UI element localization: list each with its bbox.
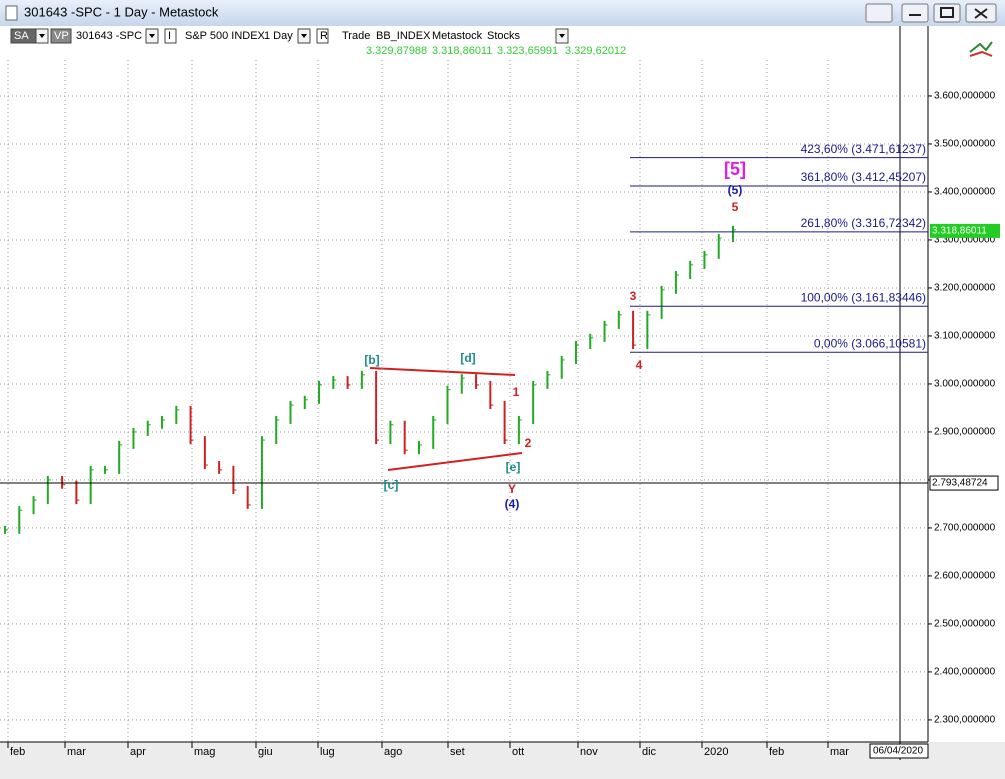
x-tick-label: mag [194, 746, 215, 758]
triangle-lower-line [387, 452, 523, 471]
y-tick-label: 3.100,000000 [934, 331, 996, 342]
y-tick-label: 3.200,000000 [934, 283, 996, 294]
toolbar-text: VP [54, 30, 69, 42]
x-tick-label: lug [320, 746, 335, 758]
wave-label: 2 [525, 436, 532, 450]
chart-icon [969, 41, 993, 53]
x-tick-label: set [450, 746, 465, 758]
toolbar-text: BB_INDEX [376, 30, 431, 42]
triangle-upper-line [369, 367, 516, 376]
dropdown-arrow [301, 34, 307, 38]
x-tick-label: ott [512, 746, 524, 758]
date-label: 06/04/2020 [873, 746, 923, 757]
crosshair-tag [929, 475, 999, 491]
wave-label: [5] [724, 159, 746, 179]
quote-value: 3.323,65991 [497, 45, 558, 57]
y-tick-label: 3.400,000000 [934, 187, 996, 198]
toolbar-button[interactable] [50, 28, 72, 44]
last-price-tag [930, 223, 1000, 238]
toolbar-text: Metastock [432, 30, 483, 42]
status-bar [0, 742, 1005, 779]
y-tick-label: 3.500,000000 [934, 139, 996, 150]
toolbar-text: I [168, 30, 171, 42]
x-tick-label: mar [830, 746, 849, 758]
toolbar-text: R [320, 30, 328, 42]
dropdown-arrow [149, 34, 155, 38]
y-tick-label: 2.900,000000 [934, 427, 996, 438]
wave-label: Y [508, 482, 516, 496]
title-bar [0, 0, 1005, 26]
toolbar-button[interactable] [316, 28, 329, 44]
x-tick-label: 2020 [704, 746, 728, 758]
fib-label: 261,80% (3.316,72342) [801, 216, 926, 230]
maximize-button[interactable] [933, 3, 961, 23]
y-tick-label: 2.500,000000 [934, 619, 996, 630]
fib-label: 100,00% (3.161,83446) [801, 290, 926, 304]
toolbar-text: Trade [342, 30, 370, 42]
x-tick-label: feb [769, 746, 784, 758]
y-tick-label: 2.700,000000 [934, 523, 996, 534]
last-price-label: 3.318,86011 [932, 226, 987, 237]
wave-label: [b] [364, 353, 379, 367]
fib-label: 423,60% (3.471,61237) [801, 142, 926, 156]
x-tick-label: apr [130, 746, 146, 758]
x-tick-label: ago [384, 746, 402, 758]
wave-label: 1 [513, 385, 520, 399]
y-tick-label: 2.600,000000 [934, 571, 996, 582]
wave-label: [e] [506, 460, 521, 474]
x-tick-label: dic [642, 746, 657, 758]
restore-panel-button[interactable] [865, 3, 893, 23]
fib-label: 0,00% (3.066,10581) [814, 336, 926, 350]
y-tick-label: 3.000,000000 [934, 379, 996, 390]
app-icon [5, 5, 18, 21]
quote-value: 3.329,62012 [565, 45, 626, 57]
wave-label: (4) [505, 497, 520, 511]
wave-label: [d] [460, 351, 475, 365]
wave-label: [c] [384, 478, 399, 492]
crosshair-label: 2.793,48724 [932, 478, 988, 489]
x-tick-label: nov [580, 746, 598, 758]
minimize-button[interactable] [901, 3, 929, 23]
y-tick-label: 3.300,000000 [934, 235, 996, 246]
wave-label: 3 [630, 289, 637, 303]
wave-label: 4 [636, 358, 643, 372]
dropdown-arrow [559, 34, 565, 38]
toolbar-text: 1 Day [264, 30, 293, 42]
x-tick-label: feb [10, 746, 25, 758]
wave-label: 5 [732, 200, 739, 214]
toolbar-text: Stocks [487, 30, 521, 42]
window-title: 301643 -SPC - 1 Day - Metastock [24, 4, 219, 19]
x-tick-label: giu [258, 746, 273, 758]
toolbar-text: 301643 -SPC [76, 30, 142, 42]
y-tick-label: 2.400,000000 [934, 667, 996, 678]
fib-label: 361,80% (3.412,45207) [801, 170, 926, 184]
toolbar-text: SA [14, 30, 29, 42]
quote-value: 3.318,86011 [432, 45, 492, 57]
dropdown-arrow [39, 34, 45, 38]
chart-area [0, 60, 1005, 742]
y-tick-label: 2.300,000000 [934, 715, 996, 726]
date-tag [869, 743, 929, 759]
wave-label: (5) [728, 183, 743, 197]
toolbar-text: S&P 500 INDEX [185, 30, 266, 42]
quote-value: 3.329,87988 [366, 45, 427, 57]
y-tick-label: 3.600,000000 [934, 91, 996, 102]
toolbar-button[interactable] [164, 28, 177, 44]
x-tick-label: mar [67, 746, 86, 758]
